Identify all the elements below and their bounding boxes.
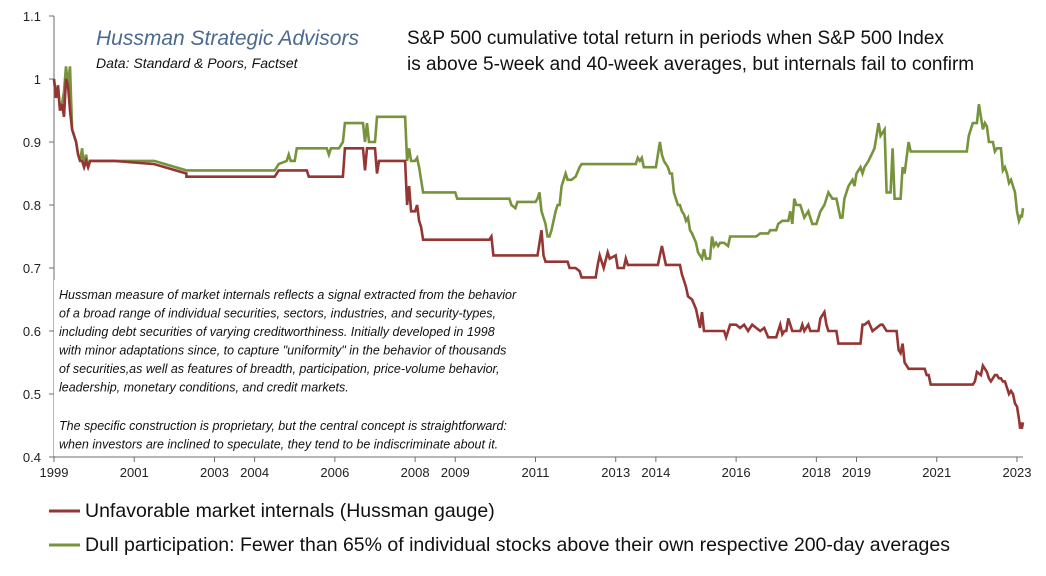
y-tick-label: 0.6 bbox=[23, 324, 41, 339]
legend-label-unfavorable-internals: Unfavorable market internals (Hussman ga… bbox=[85, 500, 495, 522]
chart-title-line-2: is above 5-week and 40-week averages, bu… bbox=[407, 54, 974, 75]
series-lines bbox=[52, 66, 1025, 429]
annotation-line: including debt securities of varying cre… bbox=[59, 325, 495, 339]
annotation-line: Hussman measure of market internals refl… bbox=[59, 288, 517, 302]
data-source: Data: Standard & Poors, Factset bbox=[96, 55, 299, 71]
y-tick-label: 0.4 bbox=[23, 450, 41, 465]
x-tick-label: 2001 bbox=[120, 465, 149, 480]
chart-title-line-1: S&P 500 cumulative total return in perio… bbox=[407, 28, 944, 49]
annotation-line: of a broad range of individual securitie… bbox=[59, 307, 496, 321]
x-tick-label: 2016 bbox=[722, 465, 751, 480]
y-tick-label: 1 bbox=[34, 72, 41, 87]
annotation-line: with minor adaptations since, to capture… bbox=[59, 344, 506, 358]
x-tick-label: 2021 bbox=[922, 465, 951, 480]
axes: 0.4 0.5 0.6 0.7 0.8 0.9 1 1.1 1999 2001 2003 2004 20… bbox=[23, 9, 1032, 480]
legend-label-dull-participation: Dull participation: Fewer than 65% of in… bbox=[85, 534, 950, 556]
x-tick-label: 1999 bbox=[40, 465, 69, 480]
annotation-line: when investors are inclined to speculate… bbox=[59, 438, 498, 452]
x-tick-label: 2008 bbox=[401, 465, 430, 480]
y-tick-label: 0.8 bbox=[23, 198, 41, 213]
x-tick-label: 2018 bbox=[802, 465, 831, 480]
annotation-backdrop bbox=[54, 280, 602, 456]
y-tick-label: 0.9 bbox=[23, 135, 41, 150]
series-line-dull-participation bbox=[52, 66, 1025, 263]
annotation-line: The specific construction is proprietary… bbox=[59, 419, 507, 433]
x-tick-label: 2014 bbox=[641, 465, 670, 480]
x-tick-label: 2004 bbox=[240, 465, 269, 480]
x-tick-label: 2009 bbox=[441, 465, 470, 480]
x-tick-label: 2003 bbox=[200, 465, 229, 480]
legend: Unfavorable market internals (Hussman ga… bbox=[49, 500, 950, 556]
y-tick-label: 0.7 bbox=[23, 261, 41, 276]
series-line-unfavorable-internals bbox=[52, 78, 1025, 429]
x-tick-label: 2013 bbox=[601, 465, 630, 480]
y-tick-label: 1.1 bbox=[23, 9, 41, 24]
annotation-text: Hussman measure of market internals refl… bbox=[54, 280, 602, 456]
annotation-line: of securities,as well as features of bre… bbox=[59, 362, 500, 376]
x-tick-label: 2019 bbox=[842, 465, 871, 480]
x-tick-label: 2023 bbox=[1003, 465, 1032, 480]
annotation-line: leadership, monetary conditions, and cre… bbox=[59, 381, 349, 395]
y-tick-label: 0.5 bbox=[23, 387, 41, 402]
x-tick-label: 2006 bbox=[320, 465, 349, 480]
brand-title: Hussman Strategic Advisors bbox=[96, 27, 359, 50]
x-tick-label: 2011 bbox=[522, 465, 550, 480]
